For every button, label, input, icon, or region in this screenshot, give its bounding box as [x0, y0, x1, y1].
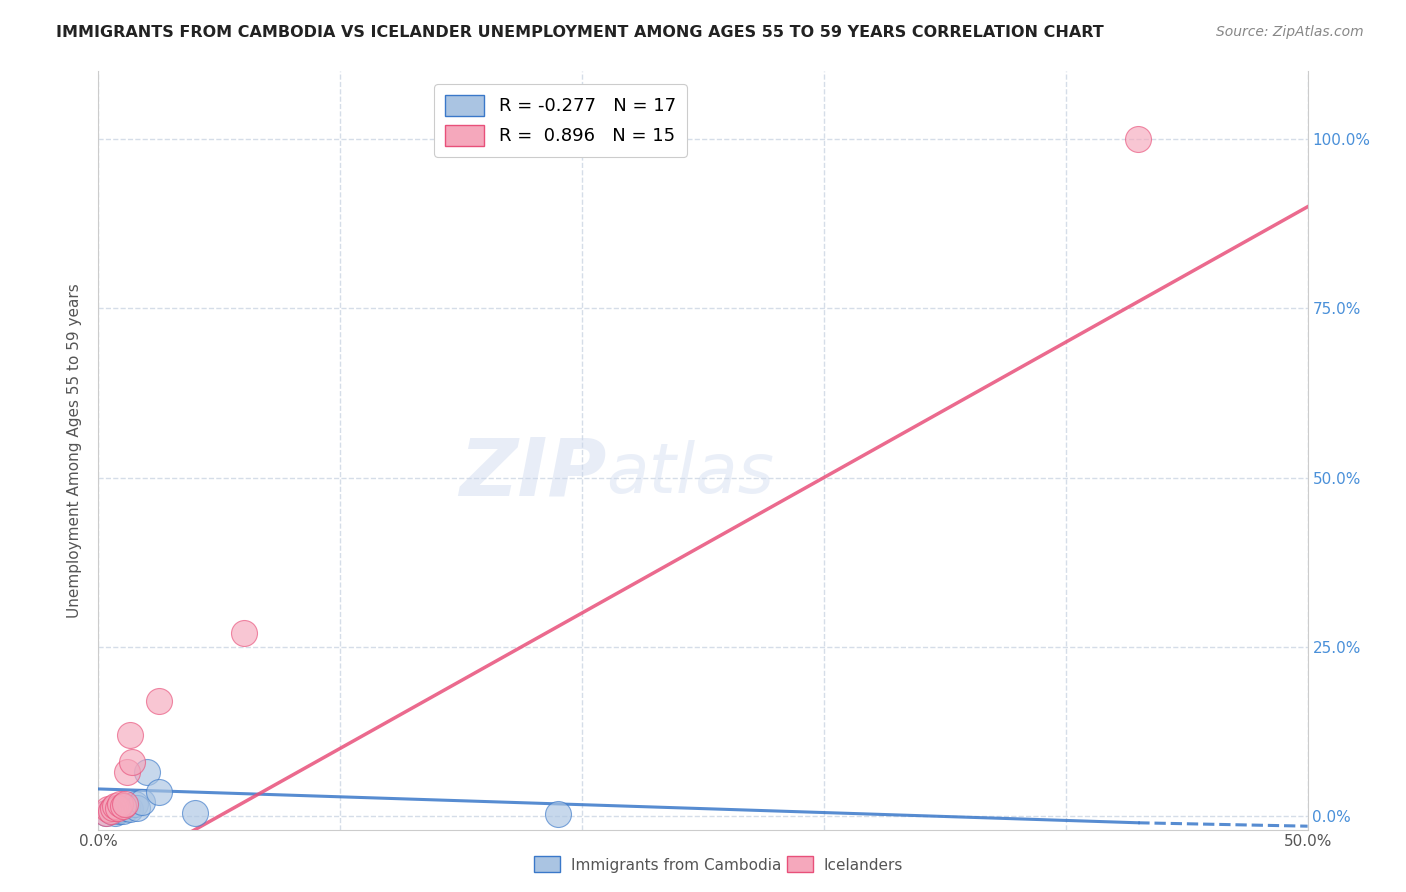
Point	[232, 626, 254, 640]
Point	[114, 797, 136, 811]
Point	[118, 802, 141, 816]
Point	[135, 764, 157, 779]
Text: Immigrants from Cambodia: Immigrants from Cambodia	[571, 858, 782, 872]
Point	[1128, 132, 1150, 146]
Point	[104, 805, 127, 820]
Point	[148, 694, 170, 708]
Point	[127, 801, 149, 815]
Point	[108, 802, 131, 816]
Text: IMMIGRANTS FROM CAMBODIA VS ICELANDER UNEMPLOYMENT AMONG AGES 55 TO 59 YEARS COR: IMMIGRANTS FROM CAMBODIA VS ICELANDER UN…	[56, 25, 1104, 40]
Point	[108, 797, 131, 811]
Point	[124, 797, 146, 811]
Point	[117, 801, 139, 815]
Point	[100, 804, 122, 818]
Point	[104, 798, 127, 813]
Point	[97, 802, 120, 816]
Point	[148, 785, 170, 799]
Point	[94, 805, 117, 820]
Point	[101, 801, 124, 815]
Text: atlas: atlas	[606, 440, 775, 507]
Point	[111, 804, 134, 818]
Point	[547, 807, 569, 822]
Point	[118, 728, 141, 742]
Point	[121, 755, 143, 769]
Point	[107, 804, 129, 818]
Legend: R = -0.277   N = 17, R =  0.896   N = 15: R = -0.277 N = 17, R = 0.896 N = 15	[434, 84, 688, 157]
Point	[114, 798, 136, 813]
Point	[117, 764, 139, 779]
Point	[184, 805, 207, 820]
Y-axis label: Unemployment Among Ages 55 to 59 years: Unemployment Among Ages 55 to 59 years	[67, 283, 83, 618]
Point	[101, 802, 124, 816]
Point	[131, 796, 153, 810]
Point	[100, 804, 122, 818]
Text: ZIP: ZIP	[458, 434, 606, 512]
Text: Icelanders: Icelanders	[824, 858, 903, 872]
Point	[94, 805, 117, 820]
Text: Source: ZipAtlas.com: Source: ZipAtlas.com	[1216, 25, 1364, 39]
Point	[111, 798, 134, 813]
Point	[107, 801, 129, 815]
